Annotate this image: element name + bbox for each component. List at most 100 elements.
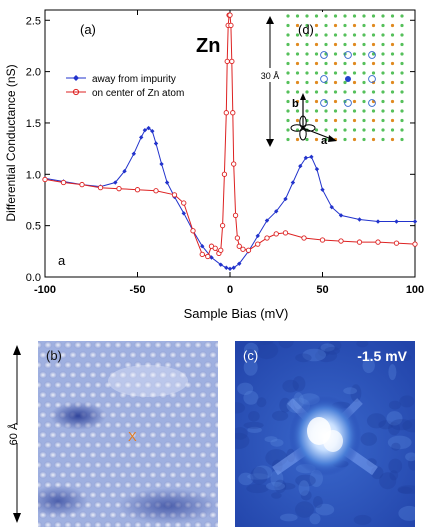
atom-bump: [103, 401, 113, 409]
noise-blob: [244, 348, 256, 359]
lattice-site: [343, 71, 347, 75]
atom-bump: [73, 341, 83, 349]
atom-bump: [143, 441, 153, 449]
atom-bump: [183, 381, 193, 389]
atom-bump: [143, 461, 153, 469]
atom-bump: [173, 461, 183, 469]
atom-bump: [198, 371, 208, 379]
x-axis-ticks: -100 -50 0 50 100: [34, 10, 424, 296]
axis-b-arrow-head: [300, 93, 306, 100]
lattice-site: [352, 33, 357, 37]
lattice-site: [286, 33, 290, 37]
noise-blob: [295, 353, 312, 363]
noise-blob: [405, 452, 415, 462]
lattice-site: [314, 118, 319, 123]
atom-bump: [98, 391, 108, 399]
y-axis-label: Differential Conductance (nS): [4, 64, 18, 221]
lattice-site: [362, 118, 366, 123]
lattice-site: [305, 23, 309, 28]
atom-bump: [213, 341, 218, 349]
lattice-site: [352, 42, 357, 47]
atom-bump: [213, 481, 218, 489]
atom-bump: [133, 361, 143, 369]
lattice-site: [314, 99, 319, 104]
data-point-away: [164, 180, 170, 185]
legend-label-away: away from impurity: [92, 74, 176, 85]
atom-bump: [63, 381, 73, 389]
atom-bump: [108, 411, 118, 419]
atom-bump: [108, 451, 118, 459]
atom-bump: [113, 341, 123, 349]
data-point-zn: [356, 239, 363, 245]
lattice-site: [324, 128, 328, 132]
data-point-zn: [264, 235, 270, 241]
data-point-zn: [199, 251, 205, 258]
lattice-site: [390, 71, 395, 75]
noise-blob: [247, 426, 262, 433]
atom-bump: [173, 441, 183, 449]
data-point-zn: [412, 241, 418, 247]
lattice-site: [333, 90, 338, 94]
data-point-zn: [273, 231, 279, 237]
atom-bump: [58, 471, 68, 479]
atom-bump: [138, 351, 148, 359]
neighbor-ring: [368, 99, 376, 107]
lattice-site: [314, 128, 319, 132]
atom-bump: [168, 451, 178, 459]
atom-bump: [48, 431, 58, 439]
atom-bump: [128, 351, 138, 359]
lattice-site: [333, 33, 338, 37]
lattice-site: [295, 52, 300, 56]
legend: away from impurity on center of Zn atom: [66, 74, 184, 99]
noise-blob: [399, 395, 415, 408]
panel-c-bias: -1.5 mV: [357, 348, 407, 364]
atom-bump: [208, 351, 218, 359]
atom-bump: [153, 341, 163, 349]
data-point-zn: [236, 243, 242, 249]
data-point-away: [329, 204, 334, 210]
lattice-site: [352, 118, 357, 123]
data-point-away: [338, 213, 344, 218]
lattice-site: [371, 71, 376, 75]
atom-bump: [178, 471, 188, 479]
lattice-site: [352, 71, 357, 75]
y-tick-label: 0.0: [26, 272, 41, 284]
atom-bump: [183, 461, 193, 469]
atom-bump: [63, 341, 73, 349]
atom-bump: [153, 441, 163, 449]
noise-blob: [402, 419, 415, 433]
lattice-site: [286, 109, 290, 113]
atom-bump: [98, 451, 108, 459]
lattice-site: [286, 80, 290, 85]
noise-blob: [256, 397, 267, 408]
lattice-site: [400, 128, 404, 132]
lattice-site: [343, 14, 347, 18]
atom-bump: [108, 471, 118, 479]
noise-blob: [356, 341, 369, 348]
atom-bump: [133, 421, 143, 429]
atom-bump: [93, 501, 103, 509]
lattice-site: [400, 99, 404, 104]
lattice-site: [324, 109, 328, 113]
lattice-site: [400, 137, 404, 142]
data-point-zn: [190, 228, 196, 234]
lattice-site: [352, 90, 357, 94]
neighbor-ring: [368, 75, 376, 83]
data-point-away: [224, 265, 229, 270]
atom-bump: [128, 411, 138, 419]
lattice-site: [305, 99, 309, 104]
lattice-site: [381, 137, 385, 142]
lattice-site: [362, 52, 366, 56]
atom-bump: [103, 361, 113, 369]
lattice-site: [343, 42, 347, 47]
atom-bump: [188, 471, 198, 479]
lattice-site: [390, 14, 395, 18]
atom-bump: [88, 451, 98, 459]
axis-a-label: a: [321, 135, 328, 147]
noise-blob: [248, 411, 260, 422]
impurity-marker: X: [128, 429, 137, 444]
noise-blob: [360, 432, 377, 446]
lattice-site: [305, 109, 309, 113]
data-point-away: [122, 169, 127, 174]
atom-bump: [108, 491, 118, 499]
